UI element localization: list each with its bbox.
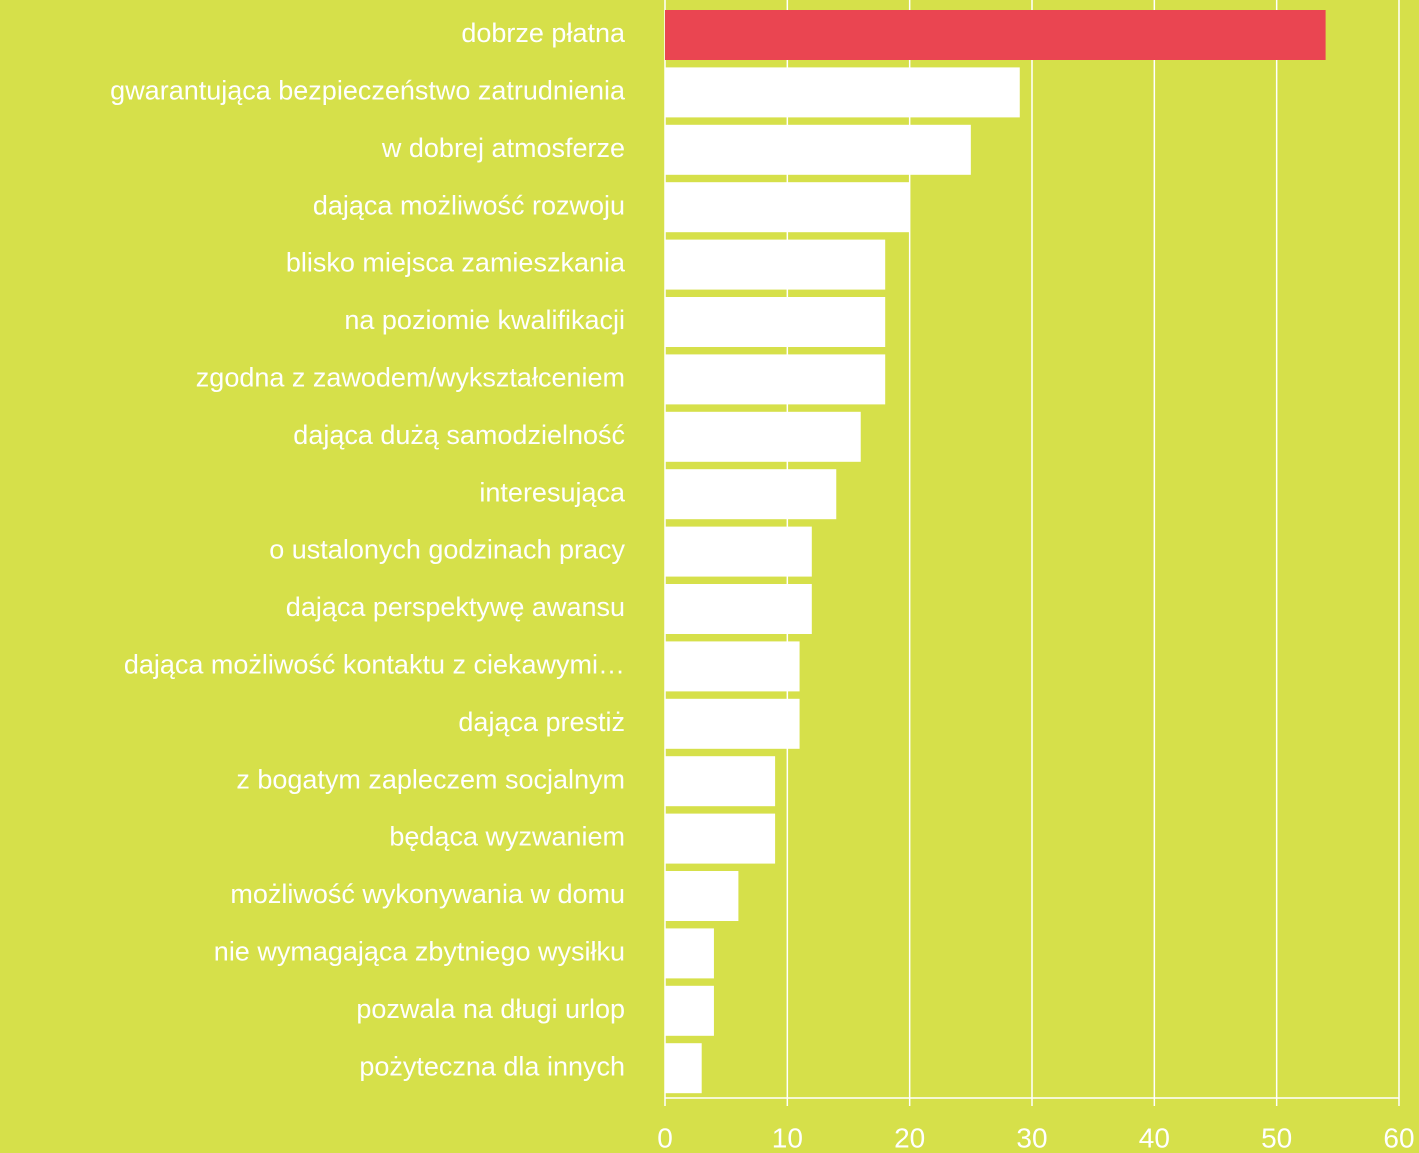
bar	[665, 354, 886, 405]
y-tick-label: dająca możliwość kontaktu z ciekawymi…	[124, 650, 625, 680]
x-tick-label: 20	[894, 1122, 925, 1153]
x-tick-label: 0	[657, 1122, 673, 1153]
y-tick-label: blisko miejsca zamieszkania	[286, 248, 626, 278]
y-tick-label: dająca dużą samodzielność	[293, 420, 625, 450]
x-tick-label: 10	[772, 1122, 803, 1153]
bar	[665, 871, 739, 921]
y-tick-label: dobrze płatna	[461, 18, 626, 48]
bar	[665, 584, 812, 634]
y-tick-label: pozwala na długi urlop	[356, 994, 625, 1024]
x-tick-label: 40	[1139, 1122, 1170, 1153]
y-tick-label: na poziomie kwalifikacji	[344, 305, 625, 335]
y-tick-label: będąca wyzwaniem	[389, 822, 625, 852]
y-tick-label: pożyteczna dla innych	[359, 1051, 625, 1081]
x-tick-label: 60	[1383, 1122, 1414, 1153]
bar	[665, 985, 714, 1036]
bar	[665, 411, 861, 462]
bar	[665, 526, 812, 577]
x-tick-label: 30	[1016, 1122, 1047, 1153]
bar	[665, 641, 800, 692]
bar	[665, 124, 971, 175]
y-tick-label: dająca prestiż	[458, 707, 625, 737]
bar	[665, 756, 776, 807]
x-tick-label: 50	[1261, 1122, 1292, 1153]
y-tick-label: zgodna z zawodem/wykształceniem	[196, 363, 625, 393]
y-tick-label: interesująca	[479, 477, 626, 507]
bar	[665, 182, 910, 233]
y-tick-label: nie wymagająca zbytniego wysiłku	[214, 937, 625, 967]
y-tick-label: możliwość wykonywania w domu	[230, 879, 625, 909]
bar	[665, 813, 776, 864]
bar	[665, 928, 714, 979]
bar	[665, 1043, 702, 1094]
y-tick-label: dająca możliwość rozwoju	[313, 190, 625, 220]
bar	[665, 67, 1020, 118]
y-tick-label: o ustalonych godzinach pracy	[269, 535, 625, 565]
y-tick-label: w dobrej atmosferze	[381, 133, 625, 163]
y-tick-label: dająca perspektywę awansu	[286, 592, 625, 622]
bar	[665, 10, 1326, 60]
y-tick-label: gwarantująca bezpieczeństwo zatrudnienia	[110, 76, 626, 106]
bar	[665, 698, 800, 749]
bar	[665, 239, 886, 290]
y-tick-label: z bogatym zapleczem socjalnym	[236, 764, 625, 794]
bar	[665, 297, 886, 347]
bar	[665, 469, 837, 520]
